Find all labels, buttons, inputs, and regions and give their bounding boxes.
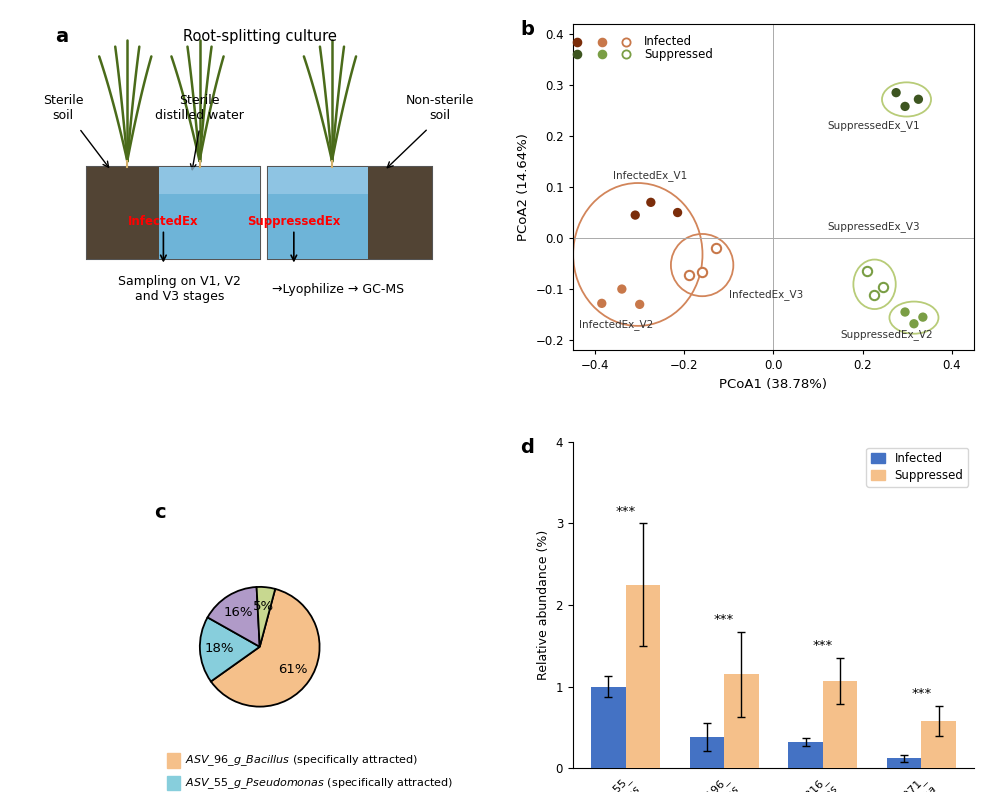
Text: Sterile
soil: Sterile soil — [42, 93, 84, 122]
Point — [614, 283, 630, 295]
Text: $\it{ASV\_55\_g\_Pseudomonas}$ (specifically attracted): $\it{ASV\_55\_g\_Pseudomonas}$ (specific… — [185, 776, 453, 790]
Legend: Infected, Suppressed: Infected, Suppressed — [866, 447, 968, 486]
Text: →Lyophilize → GC-MS: →Lyophilize → GC-MS — [272, 284, 403, 296]
Wedge shape — [208, 587, 260, 647]
Bar — [724, 674, 759, 768]
Bar — [159, 167, 260, 259]
Text: a: a — [55, 27, 68, 46]
Text: 18%: 18% — [205, 642, 234, 656]
Point — [594, 297, 610, 310]
Text: ***: *** — [813, 639, 832, 653]
Text: ***: *** — [615, 505, 636, 518]
Bar — [690, 737, 724, 768]
Wedge shape — [211, 589, 320, 706]
Bar — [788, 742, 823, 768]
Wedge shape — [257, 587, 276, 647]
Text: d: d — [521, 439, 534, 458]
Text: c: c — [154, 503, 166, 522]
Point — [570, 36, 585, 48]
Point — [681, 268, 697, 281]
Bar — [626, 584, 660, 768]
Point — [643, 196, 658, 208]
Wedge shape — [200, 618, 260, 681]
Bar — [159, 167, 260, 193]
Point — [889, 86, 904, 99]
Text: 5%: 5% — [254, 600, 275, 613]
Point — [670, 206, 686, 219]
Point — [915, 310, 931, 323]
Bar — [368, 167, 432, 259]
Bar — [823, 681, 857, 768]
Point — [594, 36, 610, 48]
Text: InfectedEx_V3: InfectedEx_V3 — [729, 289, 803, 299]
Text: ***: *** — [911, 687, 932, 700]
Bar — [88, 167, 159, 259]
Point — [570, 48, 585, 61]
Point — [618, 36, 634, 48]
Text: 16%: 16% — [223, 606, 253, 619]
Bar — [268, 167, 368, 259]
Point — [859, 265, 875, 277]
X-axis label: PCoA1 (38.78%): PCoA1 (38.78%) — [719, 378, 828, 391]
Text: ***: *** — [714, 613, 734, 626]
Point — [594, 48, 610, 61]
Text: SuppressedEx_V2: SuppressedEx_V2 — [840, 329, 933, 341]
Bar — [167, 753, 180, 767]
Bar — [167, 776, 180, 790]
Text: Sterile
distilled water: Sterile distilled water — [155, 93, 244, 122]
Bar — [88, 167, 159, 259]
Text: SuppressedEx_V3: SuppressedEx_V3 — [827, 221, 920, 232]
Text: InfectedEx_V2: InfectedEx_V2 — [580, 319, 653, 330]
Y-axis label: Relative abundance (%): Relative abundance (%) — [537, 530, 550, 680]
Text: Infected: Infected — [645, 35, 693, 48]
Text: 61%: 61% — [278, 664, 308, 676]
Text: SuppressedEx_V1: SuppressedEx_V1 — [827, 120, 920, 131]
Y-axis label: PCoA2 (14.64%): PCoA2 (14.64%) — [517, 133, 529, 241]
Text: Non-sterile
soil: Non-sterile soil — [406, 93, 474, 122]
Point — [875, 280, 891, 293]
Point — [632, 298, 647, 310]
Text: Root-splitting culture: Root-splitting culture — [183, 29, 337, 44]
Bar — [921, 721, 955, 768]
Text: Sampling on V1, V2
and V3 stages: Sampling on V1, V2 and V3 stages — [118, 275, 241, 303]
Bar — [88, 167, 260, 259]
Point — [628, 209, 644, 222]
Text: Suppressed: Suppressed — [645, 48, 713, 61]
Point — [897, 306, 913, 318]
Point — [906, 318, 922, 330]
Point — [618, 48, 634, 61]
Point — [707, 242, 723, 254]
Point — [695, 266, 710, 279]
Bar — [368, 167, 432, 259]
Text: InfectedEx: InfectedEx — [128, 215, 199, 228]
Point — [897, 100, 913, 112]
Bar — [268, 167, 432, 259]
Text: b: b — [521, 21, 534, 40]
Bar — [887, 759, 921, 768]
Bar — [591, 687, 626, 768]
Text: $\it{ASV\_96\_g\_Bacillus}$ (specifically attracted): $\it{ASV\_96\_g\_Bacillus}$ (specificall… — [185, 753, 418, 768]
Text: SuppressedEx: SuppressedEx — [247, 215, 340, 228]
Point — [866, 289, 882, 302]
Text: InfectedEx_V1: InfectedEx_V1 — [613, 169, 687, 181]
Point — [910, 93, 926, 105]
Bar — [268, 167, 368, 193]
